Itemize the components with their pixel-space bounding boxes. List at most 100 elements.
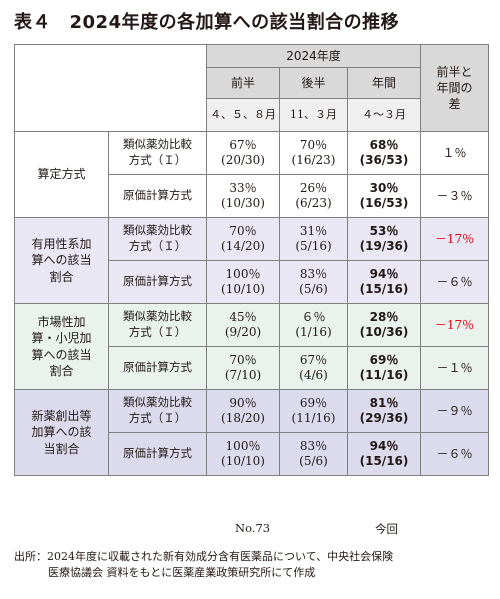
- first-half-value-cell: 33％ (10/30): [206, 174, 280, 218]
- second-half-value-cell: 83％ (5/6): [279, 432, 348, 476]
- category-label: 市場性加算・小児加算への該当割合: [31, 315, 92, 378]
- first-half-percent: 33％: [229, 181, 257, 195]
- second-half-value-cell: ６％ (1/16): [279, 303, 348, 347]
- second-half-fraction: (1/16): [295, 325, 332, 339]
- annual-percent: 94％: [369, 439, 399, 453]
- annual-value-cell: 94％ (15/16): [347, 432, 421, 476]
- second-half-fraction: (5/6): [299, 282, 328, 296]
- category-cell: 有用性系加算への該当割合: [14, 217, 109, 304]
- first-half-percent: 70％: [229, 224, 257, 238]
- annual-fraction: (29/36): [359, 411, 409, 425]
- method-label: 原価計算方式: [123, 274, 192, 289]
- header-annual: 年間: [347, 67, 421, 99]
- first-half-fraction: (20/30): [221, 153, 265, 167]
- difference-cell: －17％: [420, 303, 489, 347]
- first-half-percent: 45％: [229, 310, 257, 324]
- method-cell: 類似薬効比較方式（Ｉ）: [108, 131, 207, 175]
- annual-percent: 53％: [369, 224, 399, 238]
- annual-fraction: (19/36): [359, 239, 409, 253]
- header-annual-months: ４～３月: [347, 98, 421, 132]
- method-label: 原価計算方式: [123, 446, 192, 461]
- first-half-fraction: (14/20): [221, 239, 265, 253]
- second-half-percent: 83％: [299, 439, 328, 453]
- annual-value-cell: 81％ (29/36): [347, 389, 421, 433]
- method-cell: 原価計算方式: [108, 346, 207, 390]
- first-half-fraction: (18/20): [221, 411, 265, 425]
- method-cell: 原価計算方式: [108, 432, 207, 476]
- difference-cell: １％: [420, 131, 489, 175]
- method-label: 類似薬効比較方式（Ｉ）: [123, 309, 192, 339]
- method-cell: 原価計算方式: [108, 174, 207, 218]
- annual-percent: 30％: [369, 181, 399, 195]
- header-second-half-months: 11、３月: [279, 98, 348, 132]
- table-row: 市場性加算・小児加算への該当割合 類似薬効比較方式（Ｉ） 45％ (9/20) ６％ (1…: [14, 303, 489, 390]
- second-half-value-cell: 69％ (11/16): [279, 389, 348, 433]
- category-label: 算定方式: [37, 167, 86, 182]
- source-line-2: 医療協議会 資料をもとに医薬産業政策研究所にて作成: [48, 565, 316, 579]
- second-half-fraction: (16/23): [291, 153, 336, 167]
- second-half-percent: 70％: [299, 138, 328, 152]
- label-current-issue: 今回: [375, 522, 398, 536]
- method-cell: 類似薬効比較方式（Ｉ）: [108, 303, 207, 347]
- second-half-value-cell: 83％ (5/6): [279, 260, 348, 304]
- table-title: 表４ 2024年度の各加算への該当割合の推移: [14, 12, 400, 33]
- table-row: 算定方式 類似薬効比較方式（Ｉ） 67％ (20/30) 70％ (16/23) 68％ (3…: [14, 131, 489, 218]
- annual-fraction: (11/16): [359, 368, 409, 382]
- annual-value-cell: 28％ (10/36): [347, 303, 421, 347]
- first-half-value-cell: 100％ (10/10): [206, 432, 280, 476]
- first-half-percent: 100％: [225, 439, 261, 453]
- annual-percent: 94％: [369, 267, 399, 281]
- second-half-percent: 26％: [299, 181, 328, 195]
- label-previous-issue: No.73: [235, 521, 271, 535]
- first-half-percent: 90％: [229, 396, 257, 410]
- method-label: 類似薬効比較方式（Ｉ）: [123, 395, 192, 425]
- method-cell: 類似薬効比較方式（Ｉ）: [108, 217, 207, 261]
- header-first-half: 前半: [206, 67, 280, 99]
- method-label: 類似薬効比較方式（Ｉ）: [123, 137, 192, 167]
- header-year: 2024年度: [206, 44, 421, 68]
- second-half-value-cell: 70％ (16/23): [279, 131, 348, 175]
- second-half-value-cell: 67％ (4/6): [279, 346, 348, 390]
- first-half-value-cell: 90％ (18/20): [206, 389, 280, 433]
- category-label: 有用性系加算への該当割合: [31, 237, 92, 284]
- difference-cell: －３％: [420, 174, 489, 218]
- category-cell: 新薬創出等加算への該当割合: [14, 389, 109, 476]
- method-cell: 原価計算方式: [108, 260, 207, 304]
- difference-cell: －１％: [420, 346, 489, 390]
- second-half-percent: ６％: [301, 310, 326, 324]
- second-half-fraction: (5/6): [299, 454, 328, 468]
- second-half-value-cell: 31％ (5/16): [279, 217, 348, 261]
- annual-value-cell: 30％ (16/53): [347, 174, 421, 218]
- difference-cell: －６％: [420, 260, 489, 304]
- second-half-fraction: (4/6): [299, 368, 328, 382]
- annual-fraction: (16/53): [359, 196, 409, 210]
- method-cell: 類似薬効比較方式（Ｉ）: [108, 389, 207, 433]
- first-half-fraction: (10/10): [221, 454, 265, 468]
- annual-fraction: (15/16): [359, 454, 409, 468]
- header-first-half-months: ４、５、８月: [206, 98, 280, 132]
- second-half-percent: 31％: [299, 224, 328, 238]
- second-half-fraction: (6/23): [295, 196, 332, 210]
- first-half-value-cell: 67％ (20/30): [206, 131, 280, 175]
- header-diff-label: 前半と年間の差: [436, 64, 473, 112]
- annual-value-cell: 69％ (11/16): [347, 346, 421, 390]
- second-half-fraction: (11/16): [291, 411, 336, 425]
- header-blank: [14, 44, 207, 132]
- category-label: 新薬創出等加算への該当割合: [31, 409, 92, 456]
- first-half-percent: 100％: [225, 267, 261, 281]
- annual-percent: 28％: [369, 310, 399, 324]
- category-cell: 算定方式: [14, 131, 109, 218]
- source-note: 出所：2024年度に収載された新有効成分含有医薬品について、中央社会保険 医療協…: [14, 549, 490, 581]
- table-row: 新薬創出等加算への該当割合 類似薬効比較方式（Ｉ） 90％ (18/20) 69％ (11…: [14, 389, 489, 476]
- annual-value-cell: 94％ (15/16): [347, 260, 421, 304]
- first-half-value-cell: 70％ (7/10): [206, 346, 280, 390]
- first-half-fraction: (7/10): [224, 368, 262, 382]
- second-half-percent: 67％: [299, 353, 328, 367]
- first-half-value-cell: 45％ (9/20): [206, 303, 280, 347]
- first-half-value-cell: 100％ (10/10): [206, 260, 280, 304]
- annual-fraction: (36/53): [359, 153, 409, 167]
- table-row: 有用性系加算への該当割合 類似薬効比較方式（Ｉ） 70％ (14/20) 31％ (5/1…: [14, 217, 489, 304]
- first-half-fraction: (10/10): [221, 282, 265, 296]
- header-second-half: 後半: [279, 67, 348, 99]
- first-half-value-cell: 70％ (14/20): [206, 217, 280, 261]
